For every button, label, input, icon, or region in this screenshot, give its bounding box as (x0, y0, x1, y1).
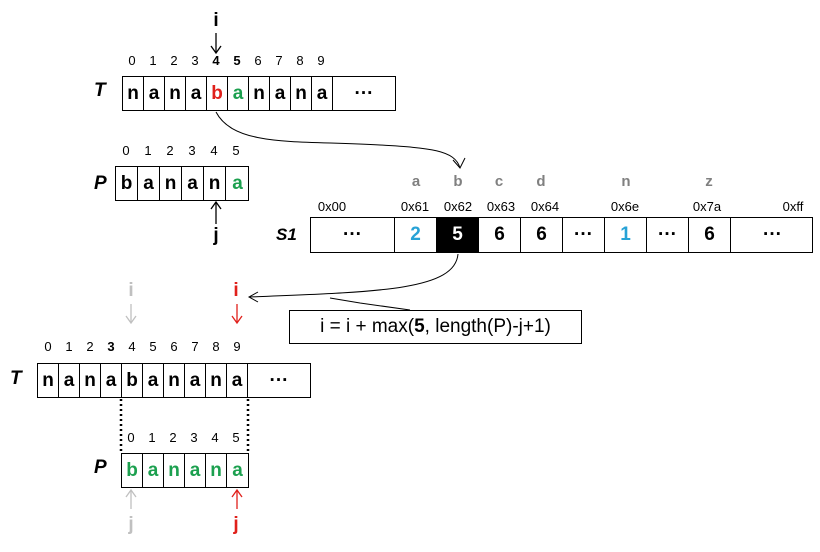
formula-callout (330, 298, 410, 310)
lookup-curve-arrow (216, 112, 460, 168)
shift-curve-arrow (250, 254, 458, 297)
